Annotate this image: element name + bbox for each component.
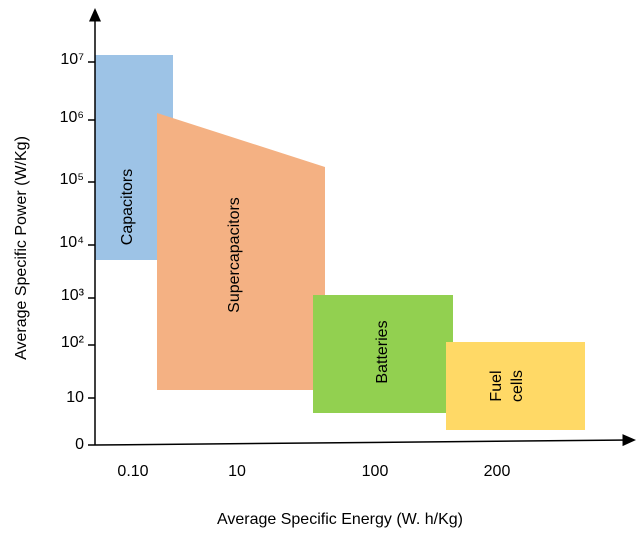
batteries-region bbox=[313, 295, 453, 413]
x-tick-label: 10 bbox=[228, 463, 246, 480]
x-tick-label: 200 bbox=[484, 463, 511, 480]
region-label: Supercapacitors bbox=[226, 197, 243, 313]
region-label: Capacitors bbox=[119, 169, 136, 245]
y-tick-label: 10⁷ bbox=[60, 51, 84, 68]
y-ticks bbox=[88, 61, 95, 446]
y-tick-label: 10⁵ bbox=[60, 171, 84, 188]
y-tick-label: 10³ bbox=[61, 287, 85, 304]
fuel-cells-region bbox=[446, 342, 585, 430]
x-axis bbox=[94, 434, 636, 447]
region-label: Batteries bbox=[374, 320, 391, 383]
region-label: Fuel bbox=[488, 370, 505, 401]
x-axis-title: Average Specific Energy (W. h/Kg) bbox=[217, 511, 463, 528]
y-tick-label: 10 bbox=[66, 389, 84, 406]
y-tick-label: 10² bbox=[61, 334, 85, 351]
supercapacitors-region bbox=[157, 113, 325, 390]
y-tick-label: 10⁶ bbox=[60, 109, 84, 126]
x-tick-label: 100 bbox=[362, 463, 389, 480]
x-tick-label: 0.10 bbox=[117, 463, 148, 480]
region-label: cells bbox=[509, 370, 526, 402]
y-axis-title: Average Specific Power (W/Kg) bbox=[13, 136, 30, 360]
y-tick-label: 0 bbox=[75, 436, 84, 453]
y-tick-label: 10⁴ bbox=[59, 234, 84, 251]
